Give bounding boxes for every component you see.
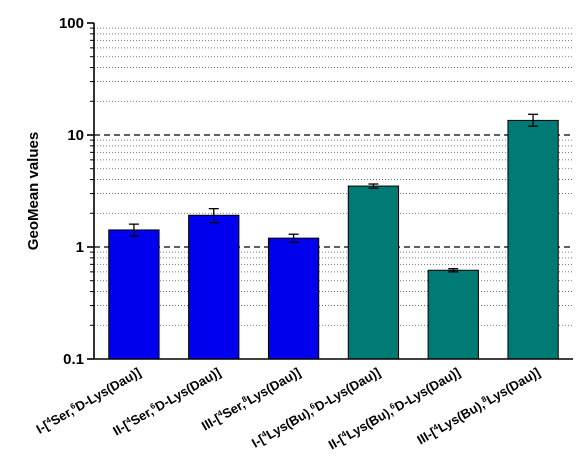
category-label-superscript: 4 [260, 429, 269, 439]
x-category-label: I-[4Lys(Bu),6D-Lys(Dau)] [249, 365, 383, 451]
bar [267, 237, 320, 360]
category-label-superscript: 6 [308, 401, 317, 411]
category-label-text: D-Lys(Dau)] [73, 365, 144, 415]
category-label-text: D-Lys(Dau)] [152, 365, 223, 415]
error-bars [128, 113, 539, 273]
grid-lines [94, 27, 573, 326]
y-tick-label: 1 [76, 239, 84, 256]
error-bar [368, 183, 379, 189]
category-label-text: II-[ [110, 417, 132, 438]
category-label-superscript: 4 [124, 415, 133, 425]
bar [507, 119, 559, 360]
category-label-superscript: 4 [44, 415, 53, 425]
category-label-superscript: 6 [69, 401, 78, 411]
y-tick-labels: 0.1 1 10 100 [59, 15, 84, 368]
category-label-superscript: 8 [240, 394, 249, 404]
error-bar [128, 223, 139, 237]
category-label-superscript: 4 [431, 422, 440, 432]
axes [87, 22, 573, 360]
category-label-superscript: 6 [388, 401, 397, 411]
category-label-text: II-[ [326, 431, 348, 452]
bar [188, 214, 240, 360]
y-tick-label: 10 [67, 127, 84, 144]
y-tick-label: 0.1 [63, 351, 84, 368]
category-label-superscript: 8 [480, 394, 489, 404]
category-label-superscript: 4 [216, 408, 225, 418]
y-tick-label: 100 [59, 15, 84, 32]
category-label-text: Lys(Bu), [343, 403, 395, 442]
category-label-text: Lys(Dau)] [244, 365, 303, 408]
category-label-text: Lys(Dau)] [484, 365, 543, 408]
category-label-text: D-Lys(Dau)] [312, 365, 383, 415]
category-label-superscript: 4 [340, 429, 349, 439]
bar [427, 269, 479, 360]
category-label-text: Lys(Bu), [435, 397, 487, 436]
error-bar [448, 268, 459, 273]
x-category-labels: I-[4Ser,6D-Lys(Dau)]II-[4Ser,6D-Lys(Dau)… [34, 365, 543, 453]
category-label-superscript: 6 [149, 401, 158, 411]
bar [108, 229, 160, 360]
bar [347, 185, 400, 360]
category-label-text: D-Lys(Dau)] [392, 365, 463, 415]
error-bar [288, 233, 299, 244]
error-bar [208, 207, 219, 224]
category-label-text: Lys(Bu), [264, 403, 316, 442]
reference-lines [94, 134, 573, 248]
y-axis-title: GeoMean values [25, 132, 42, 250]
x-category-label: II-[4Lys(Bu),6D-Lys(Dau)] [326, 365, 463, 453]
error-bar [528, 113, 539, 127]
bars [108, 119, 559, 360]
